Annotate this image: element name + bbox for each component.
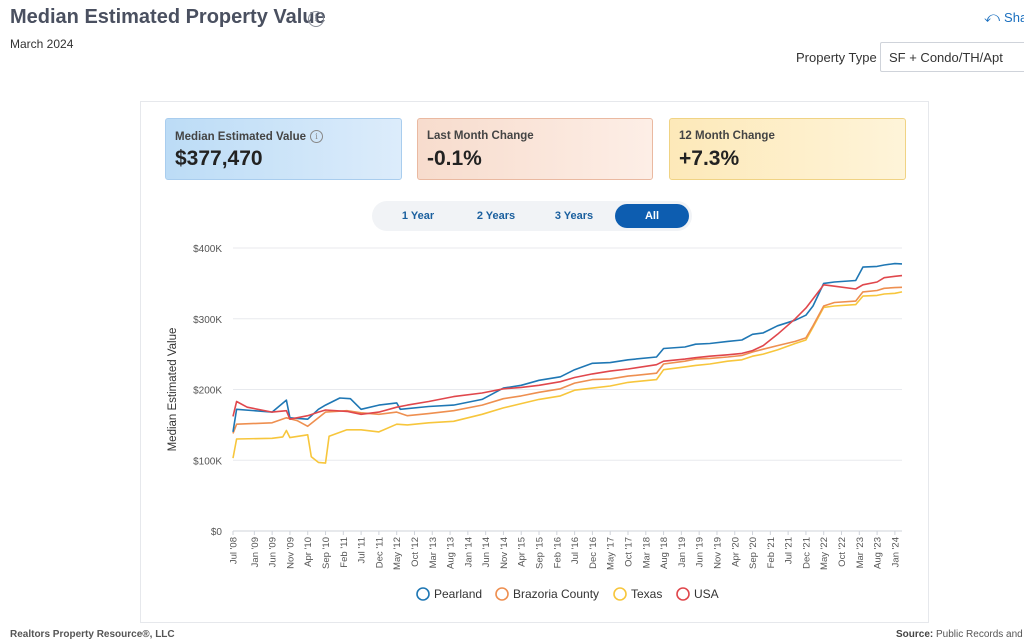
x-tick-label: Oct '22 xyxy=(837,537,848,567)
x-tick-label: Jul '21 xyxy=(784,537,795,564)
range-3-years-button[interactable]: 3 Years xyxy=(554,210,594,222)
x-tick-label: Mar '18 xyxy=(641,537,652,568)
x-tick-label: Nov '19 xyxy=(712,537,723,569)
x-tick-label: Feb '11 xyxy=(339,537,350,568)
legend-marker-brazoria-county xyxy=(495,587,509,601)
x-tick-label: Jul '08 xyxy=(229,537,240,564)
x-tick-label: May '17 xyxy=(606,537,617,570)
series-line-brazoria-county xyxy=(232,286,903,434)
x-tick-label: Jun '09 xyxy=(268,537,279,567)
property-type-label: Property Type xyxy=(796,50,877,65)
x-tick-label: Sep '15 xyxy=(535,537,546,569)
y-axis-label: Median Estimated Value xyxy=(167,328,179,452)
median-value-card: Median Estimated Value i $377,470 xyxy=(165,118,402,180)
legend-label: USA xyxy=(694,587,719,601)
x-tick-label: Mar '23 xyxy=(855,537,866,568)
x-tick-label: May '22 xyxy=(819,537,830,570)
x-tick-label: Jun '19 xyxy=(695,537,706,567)
legend-marker-usa xyxy=(676,587,690,601)
info-icon[interactable]: i xyxy=(308,11,324,27)
footer-source: Source: Public Records and xyxy=(896,629,1023,640)
x-tick-label: Sep '10 xyxy=(321,537,332,569)
x-tick-label: Aug '23 xyxy=(873,537,884,569)
x-tick-label: May '12 xyxy=(392,537,403,570)
footer-source-label: Source: xyxy=(896,629,934,640)
page-title: Median Estimated Property Value xyxy=(10,6,326,28)
y-tick-label: $400K xyxy=(193,244,222,255)
x-tick-label: Jan '24 xyxy=(890,537,901,567)
x-tick-label: Jul '11 xyxy=(357,537,368,563)
x-tick-label: Oct '17 xyxy=(623,537,634,567)
x-tick-label: Jul '16 xyxy=(570,537,581,564)
series-line-pearland xyxy=(232,262,903,433)
legend-label: Brazoria County xyxy=(513,587,599,601)
info-icon[interactable]: i xyxy=(310,130,324,143)
x-tick-label: Jan '09 xyxy=(250,537,261,567)
series-line-usa xyxy=(232,274,903,421)
x-tick-label: Feb '21 xyxy=(766,537,777,568)
x-tick-label: Aug '13 xyxy=(446,537,457,569)
x-tick-label: Aug '18 xyxy=(659,537,670,569)
last-month-change-card: Last Month Change -0.1% xyxy=(417,118,653,180)
median-value: $377,470 xyxy=(175,147,263,170)
x-tick-label: Apr '20 xyxy=(730,537,741,567)
footer-source-text: Public Records and xyxy=(936,629,1023,640)
x-tick-label: Jan '19 xyxy=(677,537,688,567)
chart-panel xyxy=(140,101,929,623)
last-month-change-label: Last Month Change xyxy=(427,130,534,142)
legend-marker-pearland xyxy=(416,587,430,601)
y-tick-label: $300K xyxy=(193,315,222,326)
property-type-select[interactable]: SF + Condo/TH/Apt xyxy=(880,42,1024,72)
x-tick-label: Dec '11 xyxy=(374,537,385,568)
y-tick-label: $0 xyxy=(211,527,223,538)
median-value-label: Median Estimated Value xyxy=(175,131,307,143)
range-2-years-button[interactable]: 2 Years xyxy=(476,210,516,222)
x-tick-label: Apr '15 xyxy=(517,537,528,567)
x-tick-label: Jun '14 xyxy=(481,537,492,567)
x-tick-label: Nov '09 xyxy=(285,537,296,569)
range-1-year-button[interactable]: 1 Year xyxy=(401,210,435,222)
legend-label: Pearland xyxy=(434,587,482,601)
range-all-button[interactable]: All xyxy=(615,204,689,228)
x-tick-label: Sep '20 xyxy=(748,537,759,569)
x-tick-label: Jan '14 xyxy=(463,537,474,567)
share-icon: ⤺ xyxy=(984,9,1001,26)
y-tick-label: $200K xyxy=(193,386,222,397)
legend-marker-texas xyxy=(613,587,627,601)
x-tick-label: Dec '16 xyxy=(588,537,599,569)
x-tick-label: Dec '21 xyxy=(801,537,812,569)
footer-copyright: Realtors Property Resource®, LLC xyxy=(10,629,175,640)
x-tick-label: Mar '13 xyxy=(428,537,439,568)
last-month-change-value: -0.1% xyxy=(427,147,482,170)
y-tick-label: $100K xyxy=(193,456,222,467)
page-subtitle: March 2024 xyxy=(10,37,74,51)
x-tick-label: Feb '16 xyxy=(552,537,563,568)
legend-label: Texas xyxy=(631,587,662,601)
share-button[interactable]: ⤺ Sha xyxy=(984,9,1024,26)
share-label: Sha xyxy=(1004,10,1024,25)
twelve-month-change-label: 12 Month Change xyxy=(679,130,775,142)
x-tick-label: Oct '12 xyxy=(410,537,421,567)
x-tick-label: Nov '14 xyxy=(499,537,510,569)
twelve-month-change-value: +7.3% xyxy=(679,147,740,170)
twelve-month-change-card: 12 Month Change +7.3% xyxy=(669,118,906,180)
time-range-selector: 1 Year 2 Years 3 Years All xyxy=(372,201,692,231)
x-tick-label: Apr '10 xyxy=(303,537,314,567)
